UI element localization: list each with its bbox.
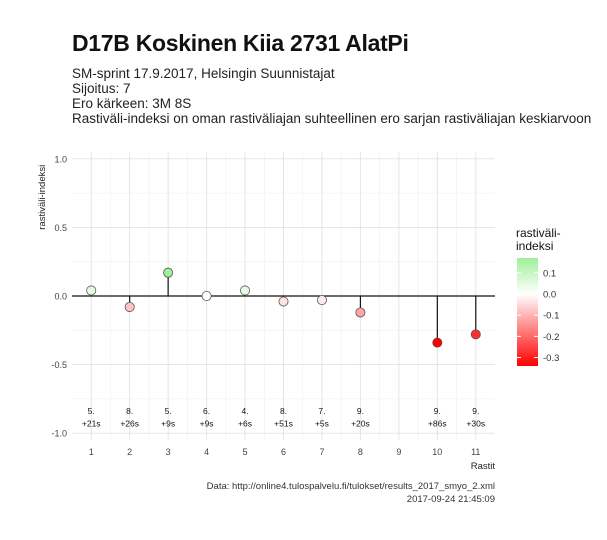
legend-title: indeksi — [516, 239, 553, 253]
data-label-rank: 4. — [241, 406, 248, 416]
x-axis-title: Rastit — [471, 461, 496, 472]
x-tick-label: 9 — [396, 447, 401, 457]
legend-tick-label: -0.1 — [543, 311, 559, 322]
data-label-time-behind: +30s — [466, 418, 485, 428]
legend-colorbar — [517, 258, 538, 366]
data-label-time-behind: +21s — [82, 418, 101, 428]
subtitle-line: Ero kärkeen: 3M 8S — [72, 96, 192, 111]
x-tick-label: 10 — [432, 447, 442, 457]
x-tick-label: 2 — [127, 447, 132, 457]
data-point — [316, 295, 327, 306]
x-tick-label: 5 — [243, 447, 248, 457]
data-label-rank: 9. — [434, 406, 441, 416]
y-axis-title: rastiväli-indeksi — [37, 165, 48, 230]
data-label-time-behind: +9s — [200, 418, 214, 428]
data-label-rank: 5. — [165, 406, 172, 416]
data-label-rank: 9. — [472, 406, 479, 416]
data-label-rank: 9. — [357, 406, 364, 416]
y-tick-label: 1.0 — [54, 154, 67, 164]
data-label-rank: 7. — [318, 406, 325, 416]
subtitle-line: Rastiväli-indeksi on oman rastiväliajan … — [72, 111, 592, 126]
data-label-time-behind: +9s — [161, 418, 175, 428]
x-tick-label: 1 — [89, 447, 94, 457]
data-label-rank: 8. — [280, 406, 287, 416]
data-point — [86, 285, 97, 296]
x-tick-label: 3 — [166, 447, 171, 457]
data-label-time-behind: +5s — [315, 418, 329, 428]
data-point — [355, 307, 366, 318]
y-tick-label: 0.0 — [54, 292, 67, 302]
data-label-rank: 8. — [126, 406, 133, 416]
chart-title: D17B Koskinen Kiia 2731 AlatPi — [72, 30, 409, 56]
subtitle-line: SM-sprint 17.9.2017, Helsingin Suunnista… — [72, 66, 335, 81]
data-label-time-behind: +6s — [238, 418, 252, 428]
legend-title: rastiväli- — [516, 226, 561, 240]
y-tick-label: 0.5 — [54, 223, 67, 233]
legend-tick-label: -0.2 — [543, 332, 559, 343]
legend-tick-label: 0.1 — [543, 268, 556, 279]
data-label-rank: 6. — [203, 406, 210, 416]
x-tick-label: 11 — [471, 447, 480, 457]
data-label-rank: 5. — [88, 406, 95, 416]
data-point — [432, 337, 443, 348]
y-tick-label: -1.0 — [51, 429, 67, 439]
x-tick-label: 6 — [281, 447, 286, 457]
data-label-time-behind: +20s — [351, 418, 370, 428]
data-label-time-behind: +86s — [428, 418, 447, 428]
y-tick-label: -0.5 — [51, 360, 67, 370]
x-tick-label: 4 — [204, 447, 209, 457]
x-tick-label: 8 — [358, 447, 363, 457]
data-label-time-behind: +26s — [120, 418, 139, 428]
data-point — [201, 290, 212, 301]
x-tick-label: 7 — [319, 447, 324, 457]
data-point — [470, 329, 481, 340]
legend-tick-label: -0.3 — [543, 353, 559, 364]
data-label-time-behind: +51s — [274, 418, 293, 428]
data-point — [124, 301, 135, 312]
timestamp-caption: 2017-09-24 21:45:09 — [406, 494, 495, 505]
data-point — [240, 285, 251, 296]
legend-tick-label: 0.0 — [543, 290, 556, 301]
data-point — [278, 296, 289, 307]
subtitle-line: Sijoitus: 7 — [72, 81, 131, 96]
data-point — [163, 267, 174, 278]
data-source-caption: Data: http://online4.tulospalvelu.fi/tul… — [206, 481, 495, 492]
